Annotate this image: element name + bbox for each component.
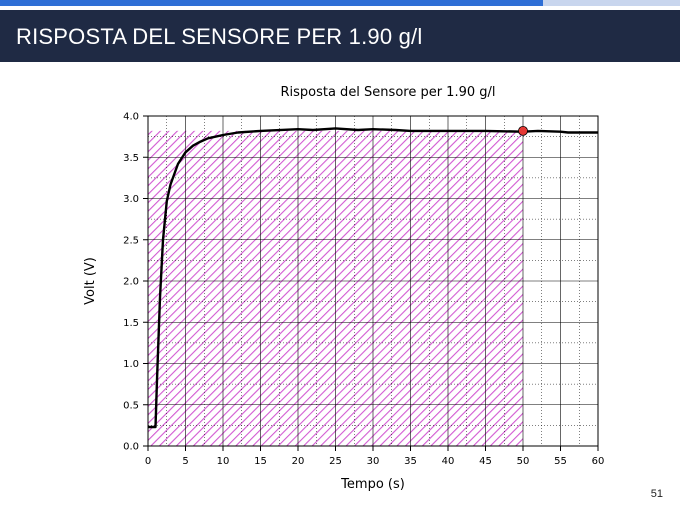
y-tick-label: 2.0 [123, 277, 139, 288]
x-tick-label: 0 [145, 456, 151, 467]
slide-title: RISPOSTA DEL SENSORE PER 1.90 g/l [16, 24, 423, 49]
series-line [148, 127, 598, 429]
data-marker [518, 125, 528, 136]
x-tick-label: 35 [404, 456, 417, 467]
x-tick-label: 10 [217, 456, 230, 467]
x-tick-label: 25 [329, 456, 342, 467]
x-tick-label: 5 [182, 456, 188, 467]
x-tick-label: 20 [292, 456, 305, 467]
y-tick-label: 3.0 [123, 194, 139, 205]
y-tick-label: 3.5 [123, 153, 139, 164]
x-tick-label: 55 [554, 456, 567, 467]
y-tick-label: 0.0 [123, 442, 139, 453]
y-tick-label: 4.0 [123, 112, 139, 123]
x-tick-label: 15 [254, 456, 267, 467]
chart-title: Risposta del Sensore per 1.90 g/l [280, 85, 495, 100]
x-tick-label: 50 [517, 456, 530, 467]
x-tick-label: 40 [442, 456, 455, 467]
sensor-response-chart: Risposta del Sensore per 1.90 g/l 0 5 10 15… [83, 85, 604, 492]
y-tick-label: 1.5 [123, 318, 139, 329]
plot-area: 0 5 10 15 20 25 30 35 40 45 50 55 60 0.0 0.5 1.0 1.5 2.0 2… [123, 112, 604, 468]
top-accent-bar [0, 0, 543, 6]
x-tick-label: 45 [479, 456, 492, 467]
y-tick-label: 0.5 [123, 400, 139, 411]
y-axis-label: Volt (V) [83, 257, 98, 305]
slide-title-bar: RISPOSTA DEL SENSORE PER 1.90 g/l [0, 10, 680, 62]
x-axis-label: Tempo (s) [340, 477, 405, 492]
y-tick-label: 1.0 [123, 359, 139, 370]
y-tick-label: 2.5 [123, 235, 139, 246]
page-number: 51 [650, 488, 663, 500]
x-tick-label: 30 [367, 456, 380, 467]
x-tick-label: 60 [592, 456, 605, 467]
